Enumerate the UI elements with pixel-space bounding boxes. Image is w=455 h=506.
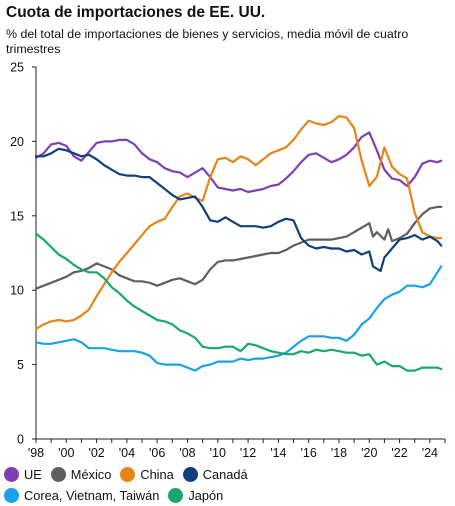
legend-item-corea-vietnam-taiwan: Corea, Vietnam, Taiwán xyxy=(4,488,159,503)
x-tick-label: '12 xyxy=(240,446,256,460)
legend-item-ue: UE xyxy=(4,467,42,482)
legend-item-mexico: México xyxy=(50,467,112,482)
x-tick-label: '22 xyxy=(391,446,407,460)
x-tick-label: '10 xyxy=(210,446,226,460)
series-line-china xyxy=(34,115,443,330)
legend-swatch xyxy=(4,467,19,482)
x-tick-label: '04 xyxy=(119,446,135,460)
chart-axes: 0 5 10 15 20 25 '98 '00 '02 '04 '06 '08 '10 '12 '14 '16… xyxy=(10,61,446,460)
series-line-corea-vietnam-taiwan xyxy=(34,265,443,372)
chart-title: Cuota de importaciones de EE. UU. xyxy=(6,4,266,21)
x-tick-label: '16 xyxy=(301,446,317,460)
series-line-japon xyxy=(34,232,443,372)
legend-label: China xyxy=(140,467,174,482)
legend-item-china: China xyxy=(120,467,174,482)
line-chart: 0 5 10 15 20 25 '98 '00 '02 '04 '06 '08 '10 '12 '14 '16… xyxy=(10,61,446,460)
legend-swatch xyxy=(168,488,184,503)
chart-series-lines xyxy=(34,115,443,372)
legend-label: Canadá xyxy=(202,467,248,482)
legend-item-canada: Canadá xyxy=(182,467,248,482)
legend-swatch xyxy=(50,467,66,482)
x-tick-label: '20 xyxy=(361,446,377,460)
legend-row: Corea, Vietnam, Taiwán Japón xyxy=(4,485,454,506)
legend-item-japon: Japón xyxy=(168,488,223,503)
chart-legend: UE México China Canadá Corea, Vietnam, T… xyxy=(4,464,454,506)
y-tick-label: 10 xyxy=(10,284,24,298)
x-tick-label: '24 xyxy=(422,446,438,460)
x-tick-label: '06 xyxy=(149,446,165,460)
legend-label: UE xyxy=(24,467,42,482)
legend-swatch xyxy=(120,467,136,482)
x-tick-label: '98 xyxy=(28,446,44,460)
y-tick-label: 5 xyxy=(17,358,24,372)
y-tick-label: 20 xyxy=(10,135,24,149)
x-tick-label: '08 xyxy=(179,446,195,460)
chart-subtitle: % del total de importaciones de bienes y… xyxy=(6,27,409,56)
x-tick-label: '18 xyxy=(331,446,347,460)
x-tick-label: '02 xyxy=(88,446,104,460)
legend-swatch xyxy=(4,488,19,503)
legend-row: UE México China Canadá xyxy=(4,464,454,485)
y-tick-label: 0 xyxy=(17,433,24,447)
y-tick-label: 25 xyxy=(10,61,24,75)
series-line-mexico xyxy=(34,205,443,290)
y-tick-label: 15 xyxy=(10,209,24,223)
x-tick-label: '00 xyxy=(58,446,74,460)
legend-label: México xyxy=(70,467,112,482)
legend-swatch xyxy=(182,467,198,482)
series-line-canada xyxy=(34,147,443,272)
legend-label: Corea, Vietnam, Taiwán xyxy=(24,488,160,503)
series-line-ue xyxy=(34,131,443,194)
x-tick-label: '14 xyxy=(270,446,286,460)
legend-label: Japón xyxy=(188,488,224,503)
